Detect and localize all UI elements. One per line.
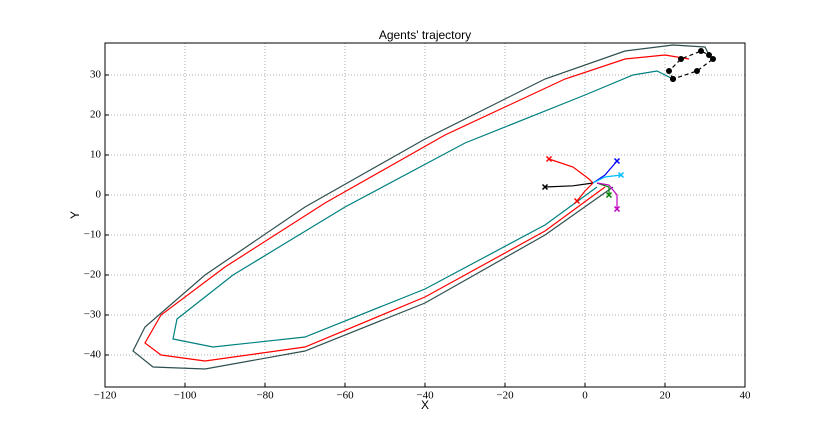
x-tick-label: −20 xyxy=(496,390,514,402)
trajectory xyxy=(596,182,618,209)
x-tick-label: 40 xyxy=(740,390,752,402)
plot-frame xyxy=(104,42,746,388)
trajectory xyxy=(144,54,690,362)
end-marker xyxy=(706,52,712,58)
start-marker xyxy=(573,197,581,205)
trajectory xyxy=(592,174,622,184)
trajectory xyxy=(544,182,594,188)
y-axis-label: Y xyxy=(68,211,82,219)
end-marker xyxy=(694,68,700,74)
trajectory xyxy=(172,70,674,348)
end-marker xyxy=(710,56,716,62)
trajectory xyxy=(668,50,714,80)
x-tick-label: −40 xyxy=(416,390,434,402)
x-tick-label: −60 xyxy=(336,390,354,402)
y-tick-label: 30 xyxy=(90,69,102,81)
y-tick-label: 20 xyxy=(90,109,102,121)
chart-title: Agents' trajectory xyxy=(379,28,471,42)
y-tick-label: −30 xyxy=(84,309,102,321)
y-tick-label: −10 xyxy=(84,229,102,241)
trajectory xyxy=(596,182,610,195)
trajectory xyxy=(576,182,594,202)
trajectory xyxy=(548,158,594,184)
start-marker xyxy=(613,205,621,213)
x-tick-label: −100 xyxy=(174,390,197,402)
x-axis-label: X xyxy=(421,398,429,412)
y-tick-label: −20 xyxy=(84,269,102,281)
start-marker xyxy=(541,183,549,191)
start-marker xyxy=(605,191,613,199)
x-tick-label: 0 xyxy=(582,390,588,402)
y-tick-label: −40 xyxy=(84,349,102,361)
x-tick-label: −120 xyxy=(94,390,117,402)
end-marker xyxy=(678,56,684,62)
y-tick-label: 0 xyxy=(96,189,102,201)
end-marker xyxy=(666,68,672,74)
y-tick-label: 10 xyxy=(90,149,102,161)
trajectory xyxy=(132,44,710,370)
start-marker xyxy=(613,157,621,165)
end-marker xyxy=(670,76,676,82)
x-tick-label: 20 xyxy=(660,390,672,402)
start-marker xyxy=(545,155,553,163)
start-marker xyxy=(617,171,625,179)
x-tick-label: −80 xyxy=(256,390,274,402)
end-marker xyxy=(698,48,704,54)
